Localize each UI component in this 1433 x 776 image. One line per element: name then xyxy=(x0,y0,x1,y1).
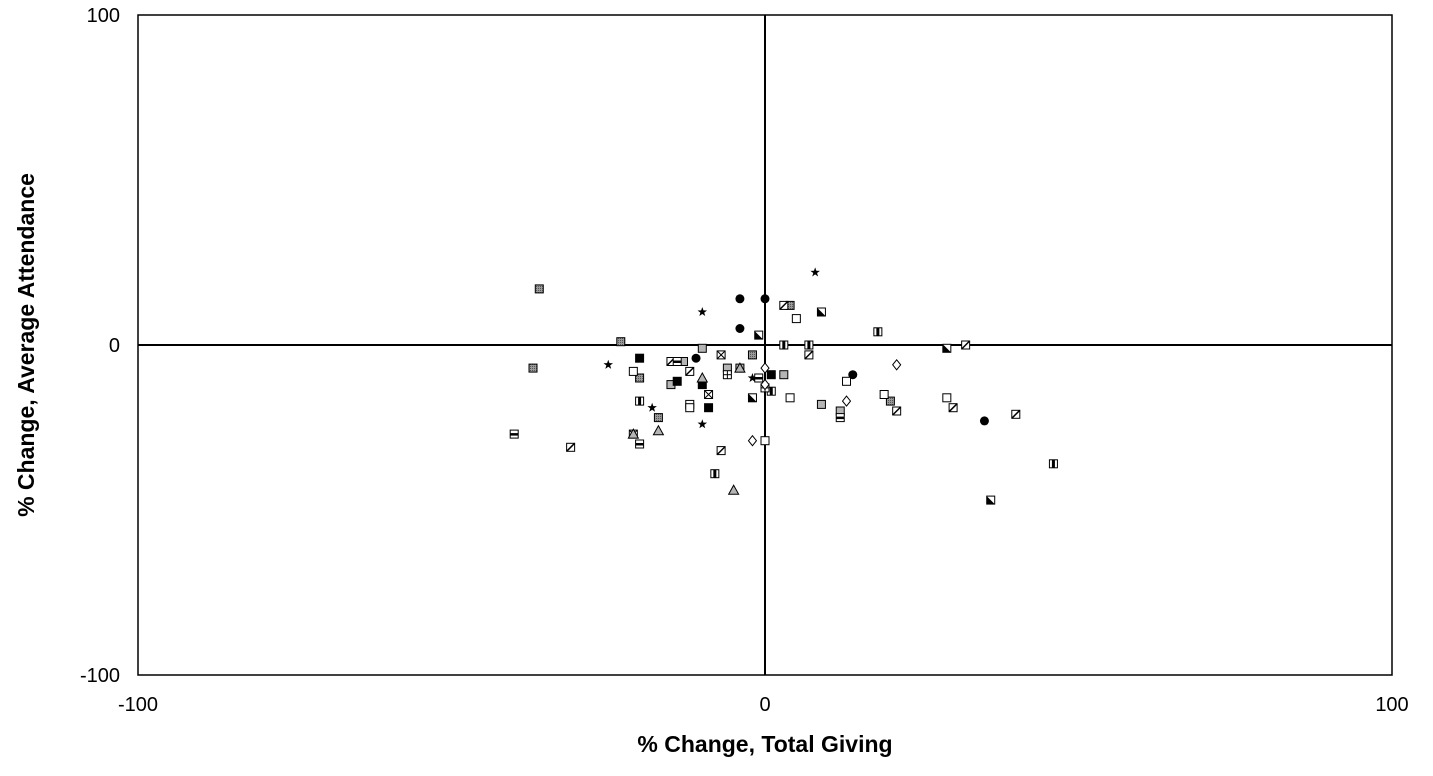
scatter-point-star xyxy=(697,307,708,317)
scatter-point-square-diag xyxy=(685,366,695,376)
y-tick-label: -100 xyxy=(80,665,120,687)
data-points xyxy=(509,267,1058,505)
scatter-point-square-hatch xyxy=(635,373,645,383)
x-tick-label: -100 xyxy=(118,694,158,716)
scatter-point-square-diag xyxy=(961,340,971,350)
scatter-point-diamond xyxy=(760,362,770,374)
scatter-point-circle xyxy=(691,353,701,363)
scatter-point-star xyxy=(810,267,820,277)
scatter-point-square-grey xyxy=(697,343,707,353)
scatter-point-triangle xyxy=(727,484,740,495)
scatter-point-square-vbar xyxy=(1048,459,1058,469)
scatter-point-diamond xyxy=(760,378,770,391)
scatter-point-square-black xyxy=(635,353,645,363)
scatter-point-square-diag xyxy=(892,406,902,416)
scatter-point-star xyxy=(697,419,708,429)
scatter-point-square-hatch xyxy=(528,363,538,373)
scatter-point-square-grey xyxy=(779,370,789,380)
scatter-point-square-diag xyxy=(1011,409,1021,419)
scatter-point-square-hbar xyxy=(509,429,519,439)
scatter-point-square-diag xyxy=(779,300,789,310)
scatter-point-star xyxy=(603,359,614,369)
scatter-point-square-backdiag xyxy=(754,330,764,340)
scatter-point-square-black xyxy=(704,403,714,413)
scatter-point-square-black xyxy=(672,376,682,386)
scatter-point-star xyxy=(747,373,758,383)
scatter-point-triangle xyxy=(627,428,640,439)
scatter-point-square-hatch xyxy=(534,284,544,294)
y-tick-label: 100 xyxy=(87,5,120,27)
scatter-point-square-hatch xyxy=(653,413,663,423)
scatter-point-square-black xyxy=(766,370,776,380)
scatter-point-square-backdiag xyxy=(816,307,826,317)
x-tick-label: 0 xyxy=(759,694,770,716)
scatter-point-square-backdiag xyxy=(747,393,757,403)
scatter-point-square-x xyxy=(716,350,726,360)
scatter-point-square-backdiag xyxy=(986,495,996,505)
scatter-point-square-vbar xyxy=(804,340,814,350)
scatter-point-square-white xyxy=(628,366,638,376)
scatter-point-square-x xyxy=(704,390,714,399)
scatter-point-circle xyxy=(735,324,745,333)
scatter-point-square-white xyxy=(685,403,695,413)
scatter-point-square-vbar xyxy=(873,327,883,337)
scatter-point-square-backdiag xyxy=(942,343,952,353)
scatter-point-diamond xyxy=(841,395,852,407)
scatter-point-square-diag xyxy=(716,446,726,456)
scatter-point-square-hatch xyxy=(616,337,626,347)
scatter-point-square-vbar xyxy=(710,469,720,479)
scatter-point-triangle xyxy=(734,362,746,373)
scatter-point-circle xyxy=(735,294,745,304)
scatter-point-square-plus xyxy=(722,370,732,380)
x-tick-label: 100 xyxy=(1375,694,1408,716)
scatter-point-square-white xyxy=(879,390,889,399)
y-tick-label: 0 xyxy=(109,335,120,357)
scatter-point-square-grey xyxy=(816,399,826,409)
scatter-point-circle xyxy=(979,416,989,426)
scatter-point-square-white xyxy=(942,393,952,403)
y-axis-title: % Change, Average Attendance xyxy=(13,173,39,517)
scatter-point-star xyxy=(647,402,657,412)
scatter-point-square-empty xyxy=(760,436,770,446)
scatter-point-square-white xyxy=(785,393,795,403)
scatter-point-square-hbar xyxy=(672,357,682,366)
scatter-point-diamond xyxy=(747,434,758,447)
scatter-point-square-white xyxy=(842,376,852,386)
scatter-point-square-diag xyxy=(948,403,958,413)
scatter-point-diamond xyxy=(892,358,902,371)
scatter-point-square-vbar xyxy=(779,340,789,350)
scatter-point-circle xyxy=(760,294,770,304)
scatter-point-square-hbar xyxy=(635,439,645,449)
scatter-point-square-white xyxy=(791,314,801,324)
scatter-point-square-hbar xyxy=(835,413,845,423)
scatter-point-triangle xyxy=(652,424,665,436)
scatter-point-square-hbar xyxy=(754,373,764,383)
scatter-point-square-vbar xyxy=(635,396,645,406)
x-axis-title: % Change, Total Giving xyxy=(637,731,892,757)
scatter-point-square-diag xyxy=(804,350,814,360)
scatter-point-triangle xyxy=(696,371,709,383)
scatter-point-square-hatch xyxy=(885,396,895,406)
scatter-point-square-hatch xyxy=(747,350,757,360)
scatter-point-square-diag xyxy=(566,442,576,452)
